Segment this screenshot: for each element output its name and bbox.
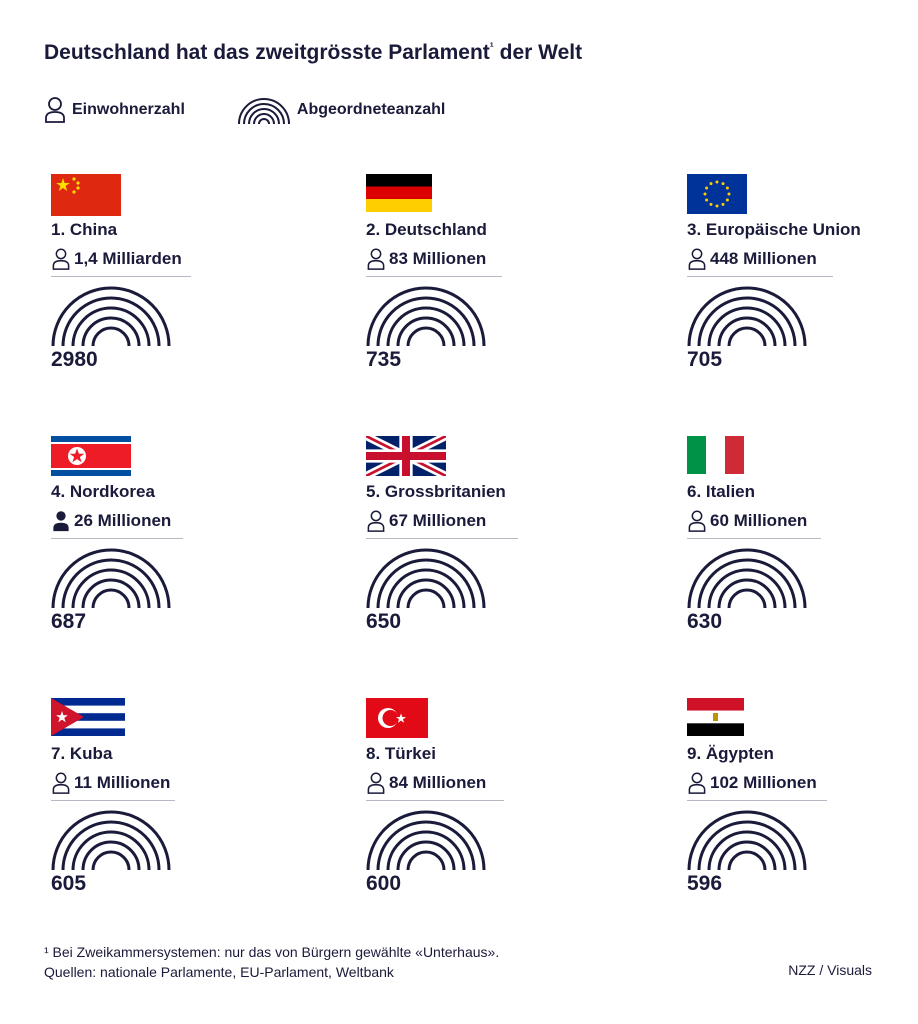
population-row: 1,4 Milliarden: [51, 248, 182, 270]
turkey-flag-icon: [366, 698, 428, 738]
person-outline-icon: [52, 248, 70, 270]
divider: [51, 800, 175, 801]
person-outline-icon: [52, 772, 70, 794]
china-flag-icon: [51, 174, 121, 216]
cuba-flag-icon: [51, 698, 125, 736]
person-outline-icon: [367, 510, 385, 532]
country-name: 3. Europäische Union: [687, 220, 861, 239]
seats-value: 687: [51, 610, 87, 633]
seats-value: 705: [687, 348, 723, 371]
person-outline-icon: [688, 772, 706, 794]
country-name: 5. Grossbritanien: [366, 482, 506, 501]
parliament-arch-icon: [51, 286, 171, 347]
divider: [366, 800, 504, 801]
parliament-arch-icon: [687, 810, 807, 871]
credit-text: NZZ / Visuals: [788, 962, 872, 978]
divider: [687, 800, 827, 801]
population-value: 84 Millionen: [389, 773, 487, 792]
seats-value: 2980: [51, 348, 98, 371]
person-outline-icon: [367, 248, 385, 270]
seats-value: 600: [366, 872, 402, 895]
population-row: 84 Millionen: [366, 772, 486, 794]
divider: [687, 276, 833, 277]
seats-value: 735: [366, 348, 402, 371]
person-outline-icon: [688, 248, 706, 270]
north-korea-flag-icon: [51, 436, 131, 476]
population-row: 102 Millionen: [687, 772, 817, 794]
parliament-arch-icon: [51, 810, 171, 871]
country-name: 7. Kuba: [51, 744, 113, 763]
legend-population-label: Einwohnerzahl: [72, 101, 185, 118]
country-name: 9. Ägypten: [687, 744, 774, 763]
legend: Einwohnerzahl Abgeordneteanzahl: [44, 95, 497, 125]
person-outline-icon: [367, 772, 385, 794]
seats-value: 605: [51, 872, 87, 895]
population-value: 1,4 Milliarden: [74, 249, 182, 268]
population-row: 26 Millionen: [51, 510, 171, 532]
uk-flag-icon: [366, 436, 446, 476]
population-value: 11 Millionen: [74, 773, 171, 792]
parliament-arch-icon: [366, 548, 486, 609]
footnote-text: ¹ Bei Zweikammersystemen: nur das von Bü…: [44, 944, 500, 960]
parliament-arch-icon: [687, 548, 807, 609]
population-row: 67 Millionen: [366, 510, 486, 532]
population-value: 67 Millionen: [389, 511, 487, 530]
population-value: 83 Millionen: [389, 249, 487, 268]
country-name: 8. Türkei: [366, 744, 436, 763]
person-filled-icon: [53, 511, 69, 532]
person-outline-icon: [45, 97, 65, 123]
parliament-arch-icon: [687, 286, 807, 347]
population-row: 11 Millionen: [51, 772, 170, 794]
population-value: 102 Millionen: [710, 773, 817, 792]
population-value: 448 Millionen: [710, 249, 817, 268]
divider: [51, 276, 191, 277]
seats-value: 630: [687, 610, 723, 633]
title-text: Deutschland hat das zweitgrösste Parlame…: [44, 41, 490, 64]
divider: [51, 538, 183, 539]
egypt-flag-icon: [687, 698, 744, 736]
seats-value: 650: [366, 610, 402, 633]
divider: [687, 538, 821, 539]
country-name: 4. Nordkorea: [51, 482, 155, 501]
parliament-arch-icon: [51, 548, 171, 609]
country-name: 6. Italien: [687, 482, 756, 501]
legend-seats-label: Abgeordneteanzahl: [296, 101, 446, 118]
parliament-arch-icon: [366, 810, 486, 871]
divider: [366, 538, 518, 539]
seats-value: 596: [687, 872, 723, 895]
title-footnote-mark: ¹: [489, 40, 494, 54]
sources-text: Quellen: nationale Parlamente, EU-Parlam…: [44, 964, 394, 980]
population-value: 60 Millionen: [710, 511, 808, 530]
legend-population: Einwohnerzahl: [44, 96, 185, 124]
parliament-arch-icon: [366, 286, 486, 347]
germany-flag-icon: [366, 174, 432, 212]
divider: [366, 276, 502, 277]
legend-seats: Abgeordneteanzahl: [237, 95, 445, 125]
population-value: 26 Millionen: [74, 511, 172, 530]
footnote: ¹ Bei Zweikammersystemen: nur das von Bü…: [44, 942, 499, 982]
population-row: 60 Millionen: [687, 510, 807, 532]
italy-flag-icon: [687, 436, 744, 474]
person-outline-icon: [688, 510, 706, 532]
population-row: 448 Millionen: [687, 248, 817, 270]
country-name: 1. China: [51, 220, 118, 239]
population-row: 83 Millionen: [366, 248, 486, 270]
page-title: Deutschland hat das zweitgrösste Parlame…: [44, 40, 583, 64]
eu-flag-icon: [687, 174, 747, 214]
country-name: 2. Deutschland: [366, 220, 487, 239]
parliament-arch-icon: [237, 98, 290, 125]
